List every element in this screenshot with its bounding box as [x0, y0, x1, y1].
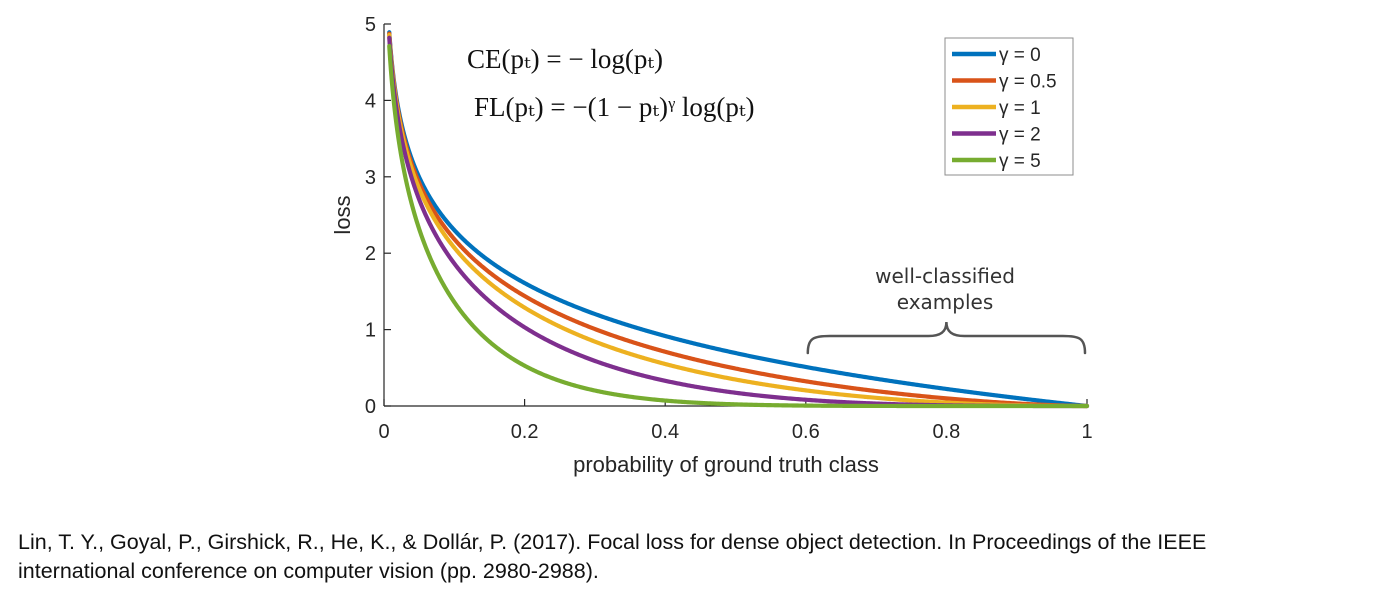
annotation-line-2: examples [897, 290, 994, 314]
brace-icon [806, 321, 1087, 355]
y-tick-label: 1 [365, 320, 376, 342]
x-tick-label: 1 [1081, 421, 1092, 443]
series-lines [387, 30, 1090, 409]
series-line-gamma-5 [387, 43, 1090, 409]
series-line-gamma-0-5 [387, 31, 1090, 409]
fl-formula: FL(pₜ) = −(1 − pₜ)ᵞ log(pₜ) [474, 92, 755, 122]
x-tick-label: 0.6 [792, 421, 820, 443]
legend-label: γ = 1 [999, 98, 1041, 119]
legend-label: γ = 0.5 [999, 72, 1057, 93]
citation-line-1: Lin, T. Y., Goyal, P., Girshick, R., He,… [18, 530, 1207, 554]
legend: γ = 0 γ = 0.5 γ = 1 γ = 2 γ = 5 [944, 37, 1074, 176]
x-tick-label: 0.4 [651, 421, 679, 443]
x-axis-label: probability of ground truth class [573, 452, 879, 477]
x-tick-label: 0 [378, 421, 389, 443]
ce-formula: CE(pₜ) = − log(pₜ) [467, 44, 663, 74]
x-tick-label: 0.2 [511, 421, 539, 443]
legend-label: γ = 2 [999, 125, 1041, 146]
y-tick-label: 3 [365, 167, 376, 189]
x-tick-label: 0.8 [932, 421, 960, 443]
well-classified-annotation: well-classified examples [806, 264, 1087, 355]
citation: Lin, T. Y., Goyal, P., Girshick, R., He,… [18, 528, 1368, 586]
series-line-gamma-1 [387, 32, 1090, 409]
legend-label: γ = 0 [999, 45, 1041, 66]
y-tick-label: 4 [365, 90, 376, 112]
y-axis-label: loss [330, 195, 355, 234]
y-tick-label: 0 [365, 396, 376, 418]
y-tick-label: 5 [365, 14, 376, 36]
citation-line-2: international conference on computer vis… [18, 559, 599, 583]
legend-label: γ = 5 [999, 151, 1041, 172]
x-ticks: 0 0.2 0.4 0.6 0.8 1 [378, 399, 1093, 443]
series-line-gamma-0 [387, 30, 1090, 409]
annotation-line-1: well-classified [875, 264, 1015, 288]
y-tick-label: 2 [365, 243, 376, 265]
y-ticks: 0 1 2 3 4 5 [365, 14, 391, 418]
